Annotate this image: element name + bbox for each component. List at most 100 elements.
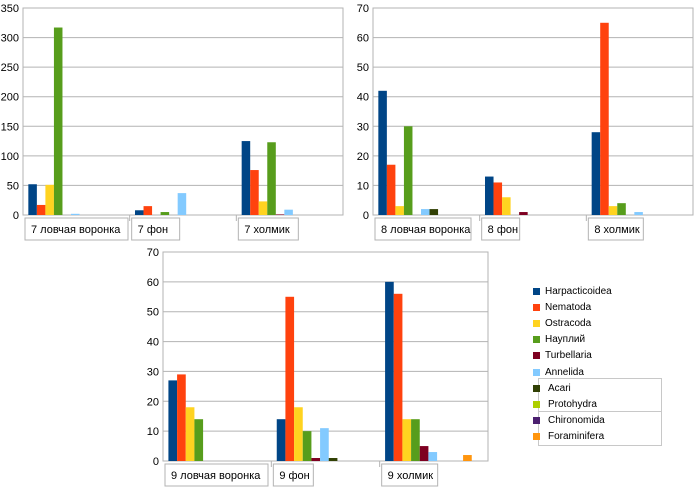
legend-label: Acari [548,382,571,394]
bar [395,206,404,215]
bar [285,296,295,461]
category-label-box [131,217,181,241]
category-label: 7 фон [138,224,168,236]
y-tick-label: 250 [1,62,19,74]
bar [402,419,412,461]
legend-swatch [533,384,540,392]
legend-label: Harpacticoidea [545,285,612,297]
legend-label: Ostracoda [545,317,592,329]
y-tick-label: 60 [147,277,159,289]
bar [143,206,153,215]
legend-item: Turbellaria [533,348,592,364]
legend-item: Foraminifera [533,429,604,445]
bar [428,452,438,461]
legend-item: Науплий [533,332,585,348]
legend-item: Ostracoda [533,315,591,331]
legend-box [538,378,662,414]
legend-swatch [533,319,540,327]
legend-swatch [533,336,540,344]
y-tick-label: 200 [1,92,19,104]
category-label: 7 холмик [244,224,290,236]
y-tick-label: 50 [357,62,369,74]
category-label-box [374,217,472,241]
bar [608,206,618,215]
category-label-box [587,217,644,241]
bar [328,458,338,461]
y-tick-label: 50 [7,180,19,192]
y-tick-label: 20 [147,396,159,408]
bar [493,182,503,215]
y-tick-label: 350 [1,3,19,15]
bar [177,374,186,461]
bar [276,419,286,461]
bar [385,281,394,461]
bar [519,212,528,215]
legend-label: Науплий [545,334,586,346]
bar [429,209,439,215]
bar [403,126,413,215]
bar [320,428,329,461]
legend-item: Chironomida [533,413,605,429]
y-tick-label: 0 [13,210,19,222]
legend-item: Nematoda [533,299,591,315]
category-label-box [272,463,314,487]
legend-label: Protohydra [548,398,597,410]
y-tick-label: 0 [153,456,159,468]
bar [294,407,303,461]
legend-label: Nematoda [545,301,592,313]
bar [302,431,312,461]
y-tick-label: 30 [147,366,159,378]
category-label-box [237,217,299,241]
chart-2: 0 10 20 30 40 50 60 70 8 ловчая воронка 8 фон 8 хо… [357,3,694,241]
bar [168,380,178,461]
bar [275,214,285,215]
y-tick-label: 300 [1,33,19,45]
y-tick-label: 70 [357,3,369,15]
y-tick-label: 40 [147,337,159,349]
bar [311,458,321,461]
category-label-box [164,463,269,487]
legend-box [538,410,662,446]
legend-label: Foraminifera [548,431,605,443]
legend-swatch [533,400,540,408]
legend-swatch [533,368,540,376]
bar [36,204,46,215]
legend-label: Annelida [545,366,584,378]
bar [378,90,387,215]
y-tick-label: 0 [363,210,369,222]
legend-swatch [533,287,540,295]
y-tick-label: 20 [357,151,369,163]
legend-item: Acari [533,380,571,396]
y-tick-label: 40 [357,92,369,104]
legend-label: Chironomida [548,415,605,427]
bar [135,210,144,215]
y-tick-label: 10 [147,426,159,438]
legend-label: Turbellaria [545,350,592,362]
chart-1: 0 50 100 150 200 250 300 350 7 ловчая воронка 7 ф… [1,3,344,241]
legend-swatch [533,303,540,311]
y-tick-label: 60 [357,33,369,45]
bar [421,209,430,215]
bar [185,407,195,461]
bar [160,212,170,215]
bar [634,212,643,215]
legend-item: Harpacticoidea [533,283,612,299]
bar [386,164,396,215]
category-label: 8 холмик [594,224,640,236]
bar [194,419,204,461]
legend-swatch [533,433,540,441]
category-label: 9 фон [279,470,309,482]
category-label-box [24,217,129,241]
bar [600,22,609,215]
y-tick-label: 150 [1,121,19,133]
bar [177,193,187,215]
bar [393,293,403,461]
bar [258,201,268,215]
y-tick-label: 10 [357,180,369,192]
category-label: 9 холмик [388,470,434,482]
bar [411,419,420,461]
bar [463,455,472,461]
legend-item: Annelida [533,364,584,380]
category-label: 8 фон [488,224,518,236]
